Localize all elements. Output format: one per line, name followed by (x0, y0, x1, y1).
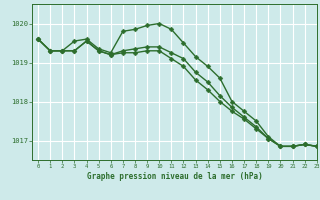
X-axis label: Graphe pression niveau de la mer (hPa): Graphe pression niveau de la mer (hPa) (86, 172, 262, 181)
